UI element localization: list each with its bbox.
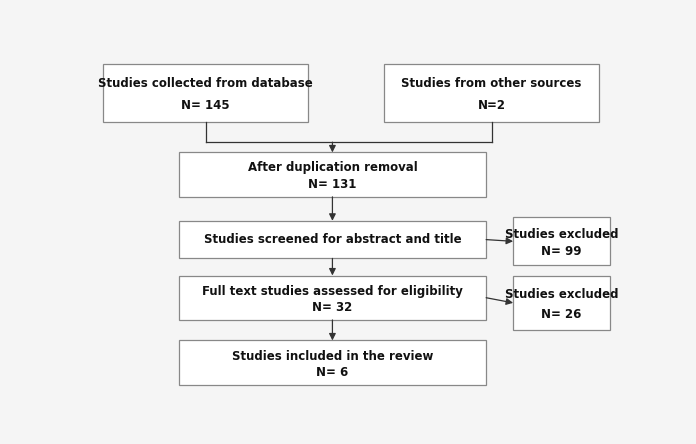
FancyBboxPatch shape [179, 341, 486, 385]
Text: Studies screened for abstract and title: Studies screened for abstract and title [204, 233, 461, 246]
FancyBboxPatch shape [383, 63, 599, 122]
Text: Full text studies assessed for eligibility: Full text studies assessed for eligibili… [202, 285, 463, 297]
FancyBboxPatch shape [103, 63, 308, 122]
Text: N= 6: N= 6 [316, 366, 349, 379]
FancyBboxPatch shape [179, 221, 486, 258]
Text: N=2: N=2 [477, 99, 505, 112]
Text: N= 145: N= 145 [182, 99, 230, 112]
FancyBboxPatch shape [179, 152, 486, 197]
Text: Studies from other sources: Studies from other sources [402, 77, 582, 91]
Text: N= 32: N= 32 [313, 301, 353, 314]
Text: Studies excluded: Studies excluded [505, 228, 619, 241]
Text: Studies included in the review: Studies included in the review [232, 349, 433, 362]
FancyBboxPatch shape [513, 275, 610, 330]
Text: Studies collected from database: Studies collected from database [98, 77, 313, 91]
FancyBboxPatch shape [513, 218, 610, 265]
Text: N= 131: N= 131 [308, 178, 356, 191]
Text: Studies excluded: Studies excluded [505, 288, 619, 301]
Text: N= 26: N= 26 [541, 309, 582, 321]
Text: N= 99: N= 99 [541, 246, 582, 258]
FancyBboxPatch shape [179, 275, 486, 320]
Text: After duplication removal: After duplication removal [248, 162, 418, 174]
